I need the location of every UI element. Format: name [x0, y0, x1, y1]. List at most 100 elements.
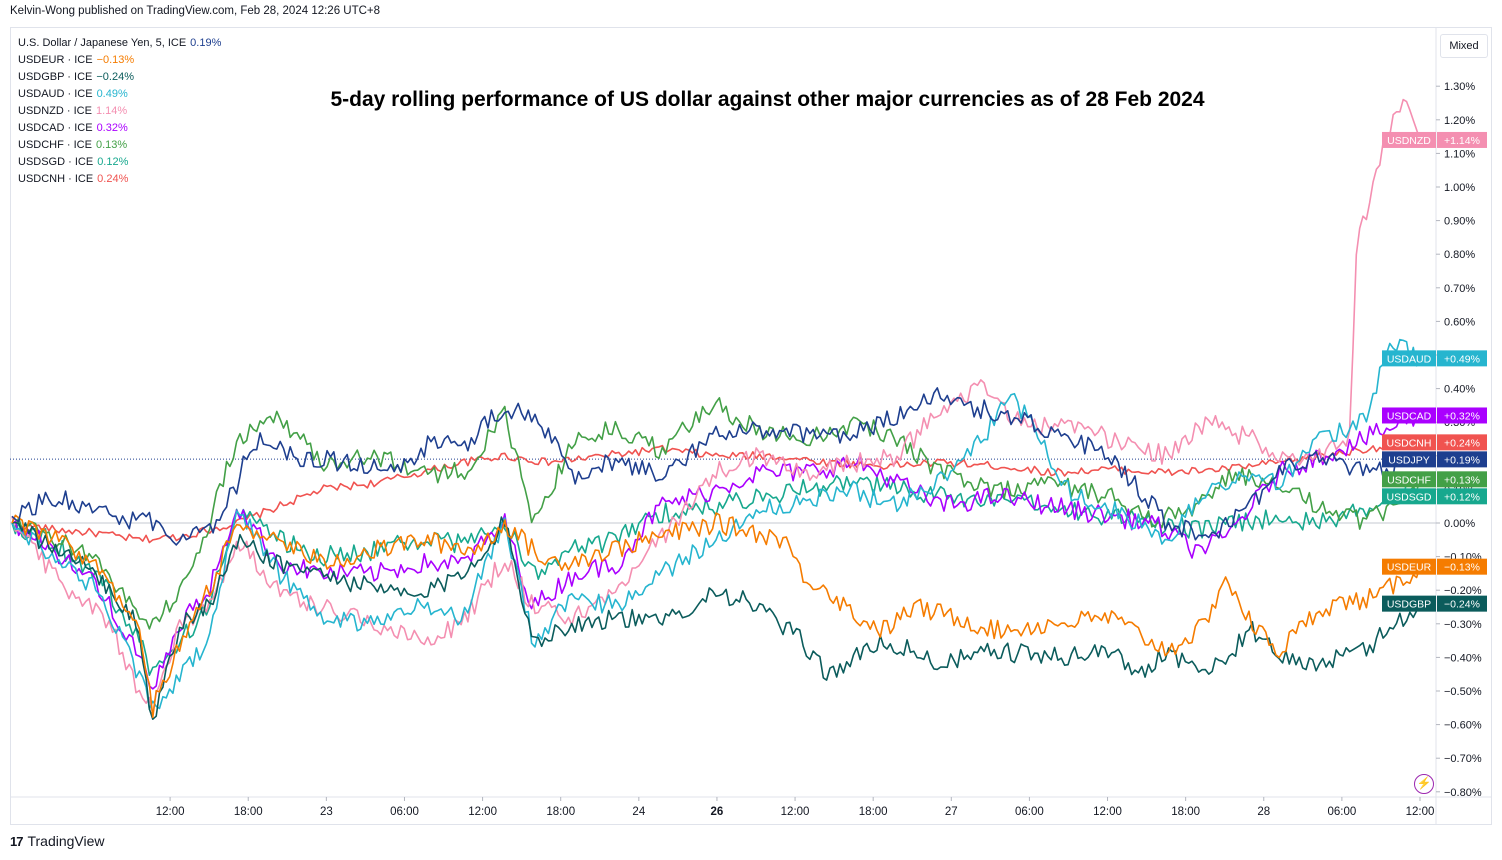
price-tag-usdnzd[interactable]: USDNZD +1.14% — [1382, 131, 1487, 148]
y-tick-label: 0.80% — [1444, 249, 1475, 261]
x-tick-label: 27 — [945, 806, 958, 818]
legend-name: USDCHF · ICE — [18, 139, 92, 151]
legend-name: USDGBP · ICE — [18, 71, 93, 83]
x-tick-label: 18:00 — [859, 806, 888, 818]
series-line-usdaud — [11, 338, 1421, 711]
price-tag-value-bg — [1437, 131, 1487, 148]
price-tag-name-bg — [1382, 407, 1436, 424]
chart-title: 5-day rolling performance of US dollar a… — [330, 88, 1205, 111]
legend-value: 0.49% — [96, 88, 128, 100]
price-tag-usdaud[interactable]: USDAUD +0.49% — [1382, 350, 1487, 367]
publish-line: Kelvin-Wong published on TradingView.com… — [10, 5, 381, 17]
y-tick-label: 0.40% — [1444, 384, 1475, 396]
legend-item[interactable]: USDEUR · ICE −0.13% — [18, 52, 221, 69]
price-tag-name: USDNZD — [1387, 135, 1431, 147]
price-tag-usdcad[interactable]: USDCAD +0.32% — [1382, 407, 1487, 424]
price-tag-value: −0.13% — [1444, 562, 1480, 574]
price-tag-value-bg — [1437, 595, 1487, 612]
x-tick-label: 12:00 — [156, 806, 185, 818]
price-tag-value-bg — [1437, 434, 1487, 451]
legend-item[interactable]: USDCNH · ICE 0.24% — [18, 171, 221, 188]
price-tag-usdgbp[interactable]: USDGBP −0.24% — [1382, 595, 1487, 612]
legend: U.S. Dollar / Japanese Yen, 5, ICE 0.19% … — [18, 35, 221, 188]
price-tag-name: USDGBP — [1387, 599, 1431, 611]
tradingview-logo-icon: 17 — [10, 833, 24, 849]
scale-mode-button[interactable]: Mixed — [1440, 34, 1488, 58]
legend-name: USDNZD · ICE — [18, 105, 92, 117]
price-tag-name: USDSGD — [1387, 491, 1432, 503]
price-tag-usdeur[interactable]: USDEUR −0.13% — [1382, 558, 1487, 575]
x-tick-label: 23 — [320, 806, 333, 818]
y-tick-label: −0.60% — [1444, 720, 1482, 732]
price-tag-name: USDAUD — [1387, 353, 1432, 365]
legend-value: 0.12% — [97, 156, 129, 168]
price-tag-name-bg — [1382, 131, 1436, 148]
legend-item[interactable]: USDGBP · ICE −0.24% — [18, 69, 221, 86]
x-tick-label: 18:00 — [546, 806, 575, 818]
tradingview-logo[interactable]: 17 TradingView — [10, 833, 105, 849]
price-tag-usdcnh[interactable]: USDCNH +0.24% — [1382, 434, 1487, 451]
y-tick-label: 1.30% — [1444, 81, 1475, 93]
x-tick-label: 06:00 — [1015, 806, 1044, 818]
series-line-usdgbp — [11, 516, 1421, 721]
price-tag-value-bg — [1437, 471, 1487, 488]
price-tag-name-bg — [1382, 558, 1436, 575]
price-tag-usdchf[interactable]: USDCHF +0.13% — [1382, 471, 1487, 488]
legend-item[interactable]: USDSGD · ICE 0.12% — [18, 154, 221, 171]
price-tag-value-bg — [1437, 451, 1487, 468]
series-line-usdchf — [11, 396, 1421, 630]
price-tag-value: −0.24% — [1444, 599, 1480, 611]
price-tag-value-bg — [1437, 488, 1487, 505]
x-tick-label: 18:00 — [1171, 806, 1200, 818]
legend-name: USDCNH · ICE — [18, 173, 94, 185]
price-tag-name: USDCNH — [1387, 437, 1432, 449]
x-tick-label: 18:00 — [234, 806, 263, 818]
price-tag-usdjpy[interactable]: USDJPY +0.19% — [1382, 451, 1487, 468]
legend-item[interactable]: USDAUD · ICE 0.49% — [18, 86, 221, 103]
legend-value: −0.24% — [96, 71, 134, 83]
price-tag-value: +0.19% — [1444, 454, 1480, 466]
price-tag-name: USDEUR — [1387, 562, 1432, 574]
price-tag-usdsgd[interactable]: USDSGD +0.12% — [1382, 488, 1487, 505]
price-tag-name: USDJPY — [1388, 454, 1429, 466]
price-tag-value: +0.13% — [1444, 474, 1480, 486]
x-tick-label: 06:00 — [1327, 806, 1356, 818]
price-tag-name: USDCHF — [1387, 474, 1431, 486]
x-tick-label: 12:00 — [468, 806, 497, 818]
y-tick-label: −0.70% — [1444, 753, 1482, 765]
y-tick-label: −0.50% — [1444, 686, 1482, 698]
chart-frame — [10, 27, 1492, 825]
y-tick-label: 1.10% — [1444, 148, 1475, 160]
x-tick-label: 24 — [632, 806, 645, 818]
y-tick-label: −0.30% — [1444, 619, 1482, 631]
y-tick-label: −0.20% — [1444, 585, 1482, 597]
price-tag-name-bg — [1382, 350, 1436, 367]
y-tick-label: 0.90% — [1444, 216, 1475, 228]
price-tag-value: +0.32% — [1444, 410, 1480, 422]
legend-name: USDAUD · ICE — [18, 88, 93, 100]
brand-name: TradingView — [27, 833, 105, 849]
lightning-icon[interactable]: ⚡ — [1414, 774, 1434, 794]
y-tick-label: −0.40% — [1444, 652, 1482, 664]
price-tag-name: USDCAD — [1387, 410, 1432, 422]
price-tag-value: +1.14% — [1444, 135, 1480, 147]
series-line-usdjpy — [11, 387, 1421, 546]
price-tag-value: +0.12% — [1444, 491, 1480, 503]
price-tag-value-bg — [1437, 350, 1487, 367]
legend-item[interactable]: USDCHF · ICE 0.13% — [18, 137, 221, 154]
legend-name: USDCAD · ICE — [18, 122, 93, 134]
x-tick-label: 26 — [711, 806, 724, 818]
price-tag-name-bg — [1382, 595, 1436, 612]
series-line-usdcnh — [11, 439, 1421, 544]
legend-item[interactable]: U.S. Dollar / Japanese Yen, 5, ICE 0.19% — [18, 35, 221, 52]
legend-item[interactable]: USDNZD · ICE 1.14% — [18, 103, 221, 120]
legend-value: 0.24% — [97, 173, 129, 185]
x-tick-label: 12:00 — [781, 806, 810, 818]
price-tag-value-bg — [1437, 407, 1487, 424]
legend-item[interactable]: USDCAD · ICE 0.32% — [18, 120, 221, 137]
y-tick-label: −0.80% — [1444, 787, 1482, 799]
series-line-usdcad — [11, 413, 1421, 690]
price-tag-value: +0.49% — [1444, 353, 1480, 365]
price-tag-value: +0.24% — [1444, 437, 1480, 449]
price-tag-name-bg — [1382, 451, 1436, 468]
